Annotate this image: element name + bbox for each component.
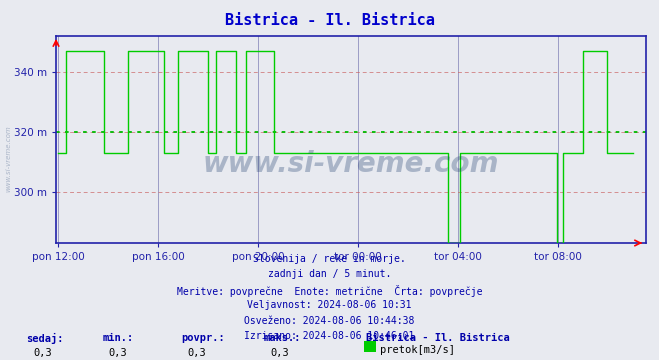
Text: Meritve: povprečne  Enote: metrične  Črta: povprečje: Meritve: povprečne Enote: metrične Črta:… <box>177 285 482 297</box>
Text: povpr.:: povpr.: <box>181 333 225 343</box>
Text: sedaj:: sedaj: <box>26 333 64 344</box>
Text: www.si-vreme.com: www.si-vreme.com <box>203 150 499 178</box>
Text: maks.:: maks.: <box>264 333 301 343</box>
Text: Osveženo: 2024-08-06 10:44:38: Osveženo: 2024-08-06 10:44:38 <box>244 316 415 326</box>
Text: Bistrica - Il. Bistrica: Bistrica - Il. Bistrica <box>366 333 509 343</box>
Text: 0,3: 0,3 <box>109 348 127 358</box>
Text: www.si-vreme.com: www.si-vreme.com <box>5 125 11 192</box>
Text: Bistrica - Il. Bistrica: Bistrica - Il. Bistrica <box>225 13 434 28</box>
Text: Veljavnost: 2024-08-06 10:31: Veljavnost: 2024-08-06 10:31 <box>247 300 412 310</box>
Text: zadnji dan / 5 minut.: zadnji dan / 5 minut. <box>268 269 391 279</box>
Text: min.:: min.: <box>102 333 133 343</box>
Text: Izrisano: 2024-08-06 10:46:01: Izrisano: 2024-08-06 10:46:01 <box>244 331 415 341</box>
Text: 0,3: 0,3 <box>33 348 51 358</box>
Text: Slovenija / reke in morje.: Slovenija / reke in morje. <box>253 254 406 264</box>
Text: 0,3: 0,3 <box>188 348 206 358</box>
Text: 0,3: 0,3 <box>270 348 289 358</box>
Text: pretok[m3/s]: pretok[m3/s] <box>380 345 455 355</box>
